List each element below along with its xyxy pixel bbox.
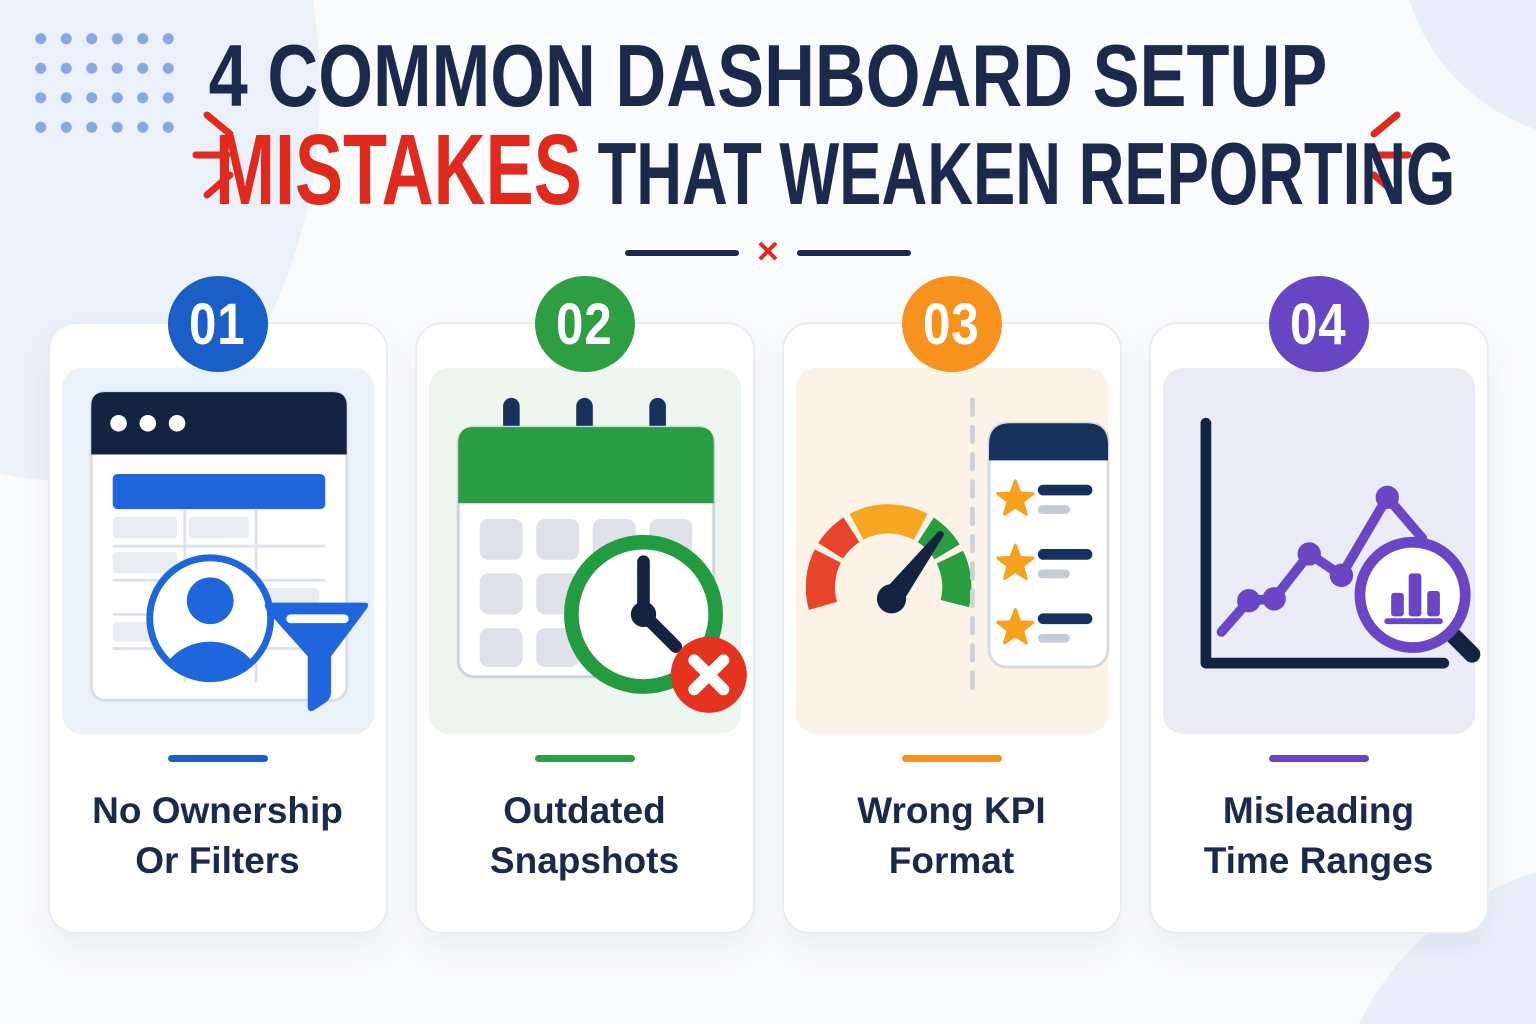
card-accent-divider bbox=[167, 755, 268, 762]
card-accent-divider bbox=[901, 755, 1002, 762]
card-label: No Ownership Or Filters bbox=[50, 786, 386, 886]
card-label-line-2: Or Filters bbox=[135, 840, 300, 881]
card-no-ownership: 01 bbox=[47, 276, 388, 934]
card-accent-divider bbox=[1268, 755, 1369, 762]
emphasis-burst-right-icon bbox=[1370, 111, 1412, 199]
card-label-line-2: Snapshots bbox=[489, 840, 680, 881]
card-label: Wrong KPI Format bbox=[784, 786, 1120, 886]
card-wrong-kpi-format: 03 bbox=[781, 276, 1122, 934]
title-rest: THAT WEAKEN REPORTING bbox=[597, 124, 1456, 223]
card-number: 03 bbox=[923, 291, 980, 357]
card-label-line-2: Format bbox=[888, 840, 1015, 881]
card-number-badge: 04 bbox=[1268, 276, 1369, 372]
card-number: 02 bbox=[556, 291, 613, 357]
card-icon-panel bbox=[795, 368, 1109, 734]
card-label: Misleading Time Ranges bbox=[1151, 786, 1487, 886]
header: 4 COMMON DASHBOARD SETUP MISTAKES THAT WE… bbox=[0, 26, 1536, 268]
card-label: Outdated Snapshots bbox=[417, 786, 753, 886]
card-misleading-time-ranges: 04 bbox=[1148, 276, 1489, 934]
divider-x-icon: ✕ bbox=[755, 236, 781, 269]
card-accent-divider bbox=[534, 755, 635, 762]
emphasis-burst-left-icon bbox=[192, 111, 234, 199]
title-line-1: 4 COMMON DASHBOARD SETUP bbox=[208, 26, 1328, 125]
card-label-line-2: Time Ranges bbox=[1203, 840, 1434, 881]
card-label-line-1: Misleading bbox=[1222, 790, 1415, 831]
card-number-badge: 03 bbox=[901, 276, 1002, 372]
divider-line-right bbox=[796, 250, 911, 256]
card-label-line-1: Wrong KPI bbox=[857, 790, 1046, 831]
card-icon-panel bbox=[1162, 368, 1480, 734]
browser-table-user-filter-icon bbox=[89, 390, 368, 712]
gauge-checklist-icon bbox=[805, 397, 1109, 701]
card-label-line-1: Outdated bbox=[503, 790, 666, 831]
divider-line-left bbox=[625, 250, 740, 256]
title-emphasis: MISTAKES bbox=[215, 114, 582, 226]
title-line-2: MISTAKES THAT WEAKEN REPORTING bbox=[215, 120, 1455, 224]
card-icon-panel bbox=[61, 368, 374, 734]
card-outdated-snapshots: 02 bbox=[414, 276, 755, 934]
cards-row: 01 bbox=[0, 276, 1536, 934]
dots-pattern bbox=[28, 24, 183, 142]
card-label-line-1: No Ownership bbox=[92, 790, 343, 831]
card-number-badge: 01 bbox=[167, 276, 268, 372]
card-icon-panel bbox=[428, 368, 747, 734]
title-divider: ✕ bbox=[0, 238, 1536, 268]
card-number: 01 bbox=[189, 291, 246, 357]
card-number: 04 bbox=[1290, 291, 1347, 357]
card-number-badge: 02 bbox=[534, 276, 635, 372]
calendar-clock-error-icon bbox=[456, 397, 747, 713]
trend-chart-magnifier-icon bbox=[1200, 417, 1480, 669]
